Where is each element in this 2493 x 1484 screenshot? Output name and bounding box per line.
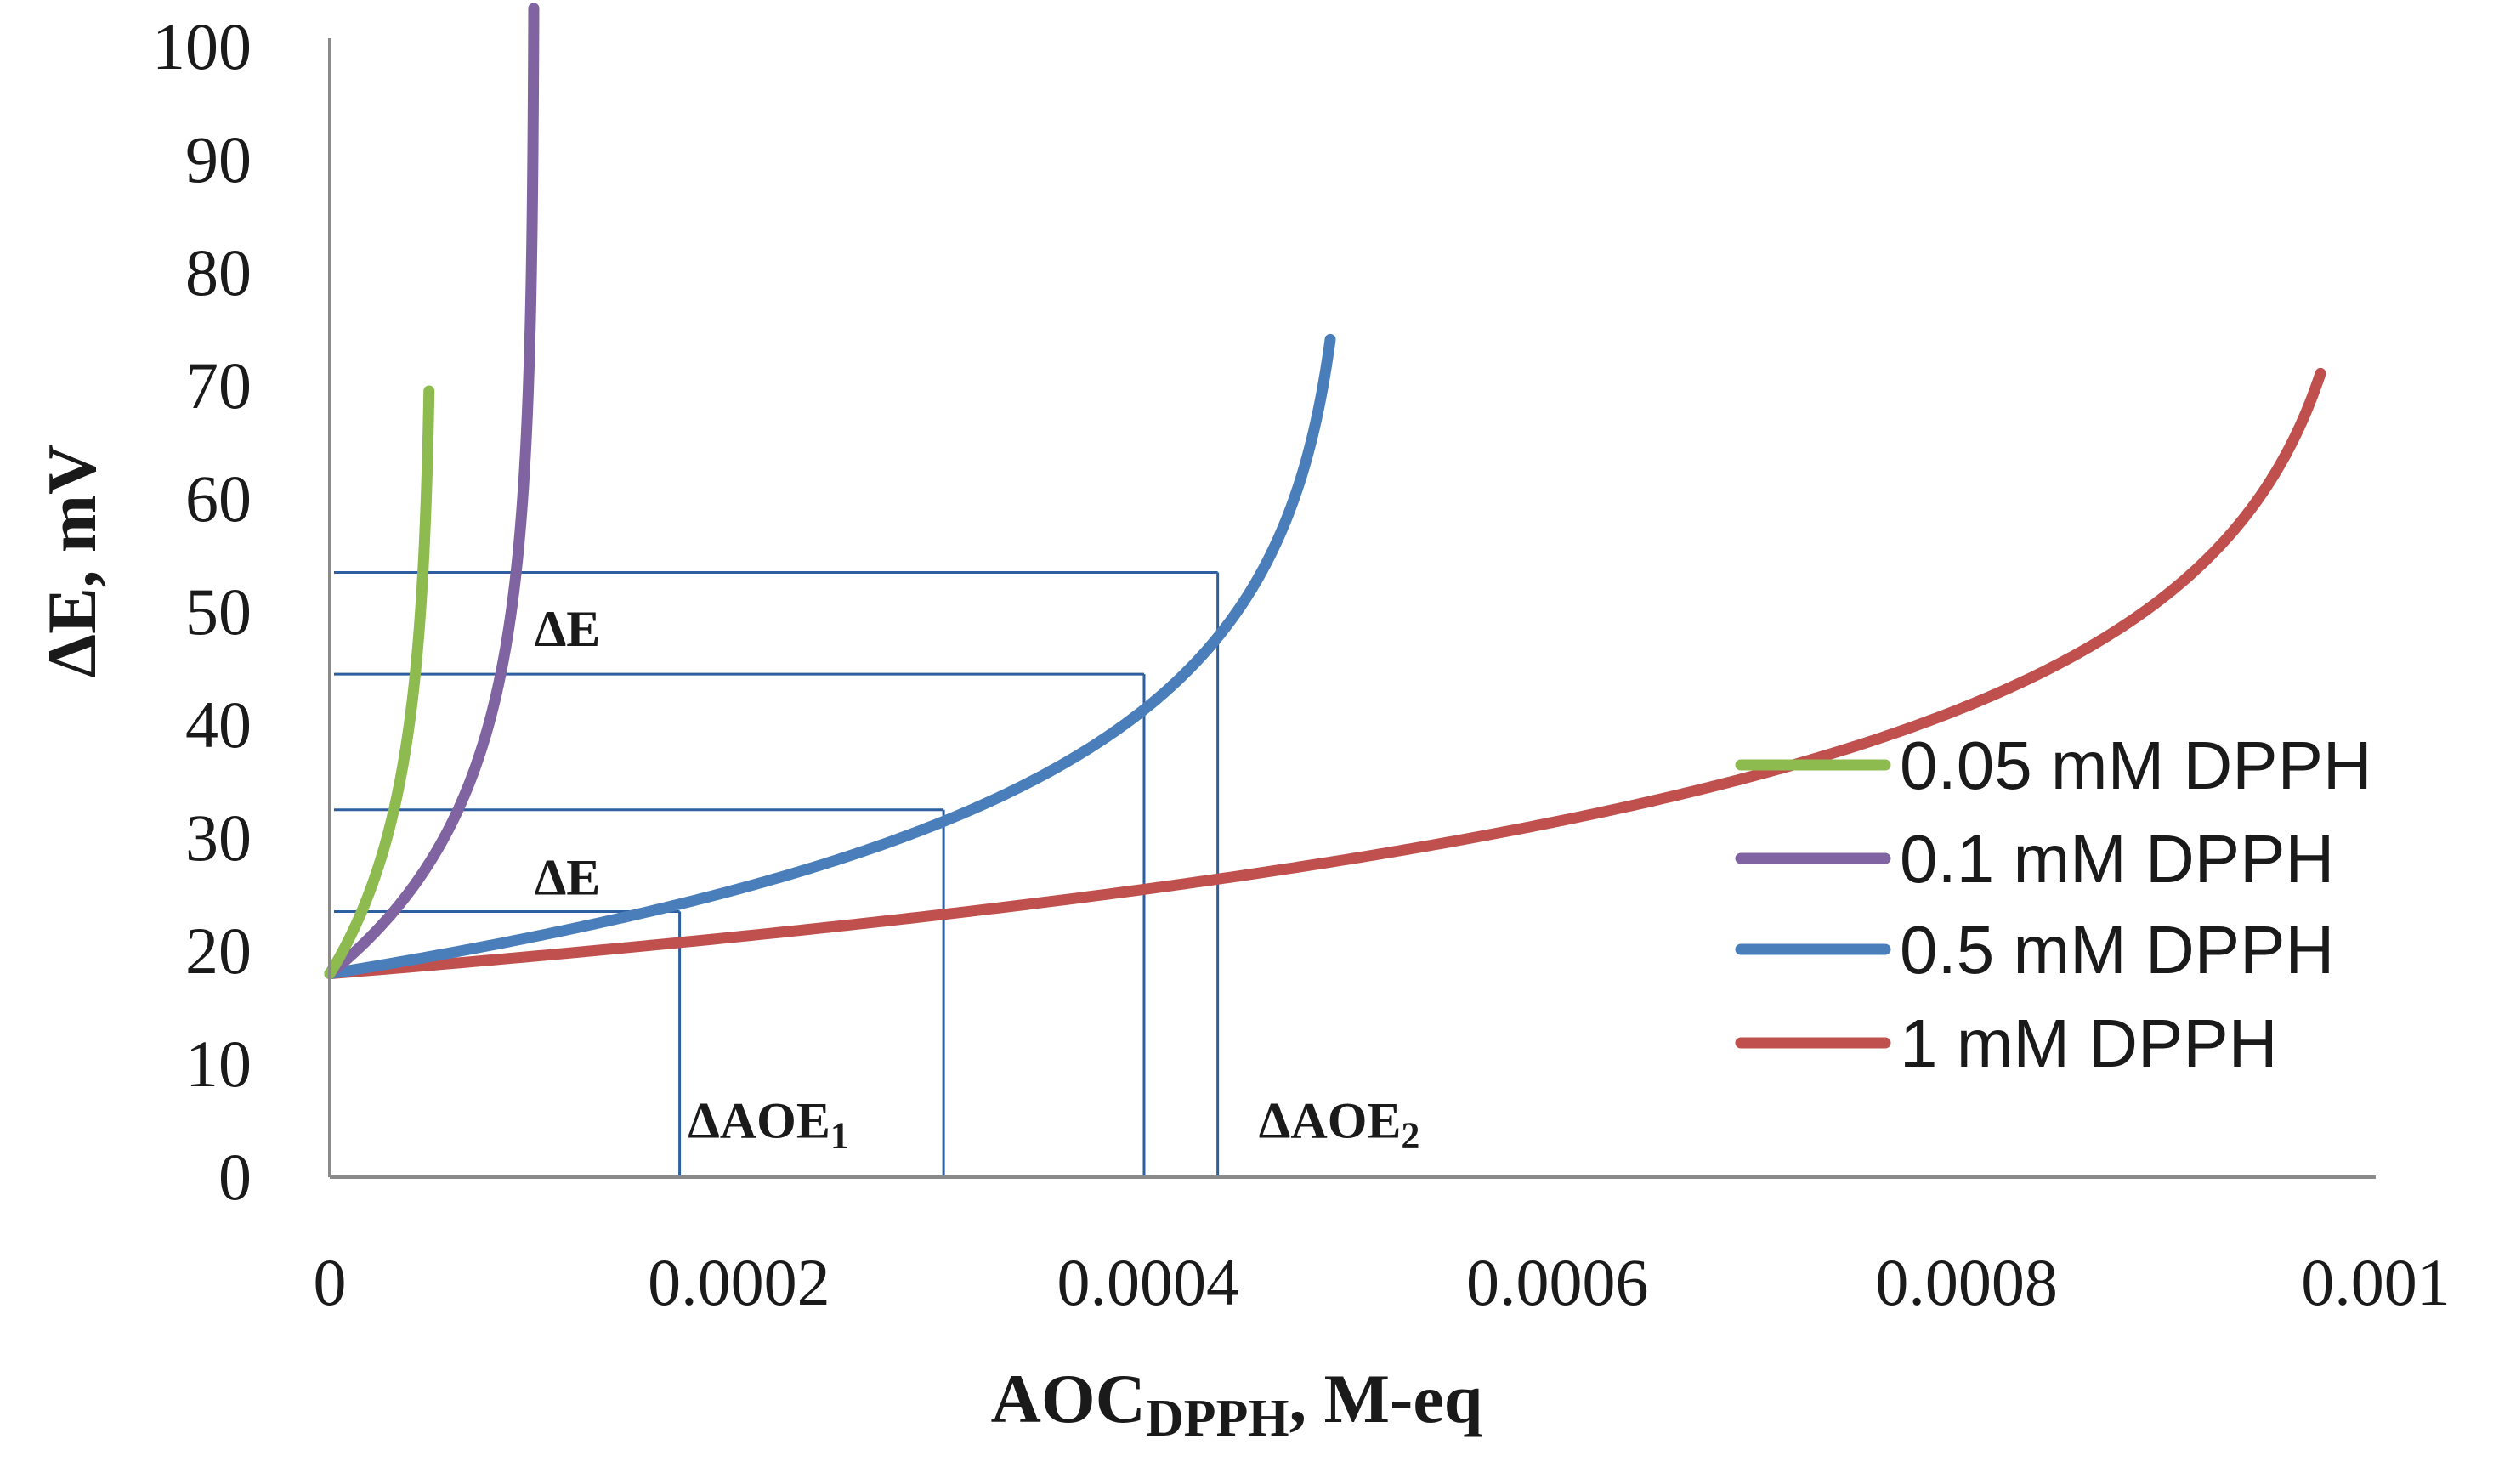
x-tick-label: 0.0002 [648, 1245, 830, 1319]
y-tick-label: 50 [185, 575, 252, 649]
y-tick-label: 20 [185, 914, 252, 988]
series-line [324, 367, 2326, 980]
y-tick-label: 40 [185, 688, 252, 762]
annotation-text: ΔAOE [688, 1093, 830, 1149]
y-tick-label: 30 [185, 801, 252, 875]
y-tick-label: 90 [185, 122, 252, 196]
legend-label: 0.1 mM DPPH [1900, 821, 2334, 897]
legend-label: 0.5 mM DPPH [1900, 912, 2334, 988]
annotation-text: ΔE [535, 850, 601, 906]
annotation-text: ΔAOE [1259, 1093, 1402, 1149]
annotation-subscript: 2 [1401, 1115, 1419, 1157]
x-axis-title-subscript: DPPH [1146, 1390, 1289, 1447]
series-line [324, 385, 435, 980]
y-tick-labels: 0 10 20 30 40 50 60 70 80 90 100 [152, 9, 252, 1214]
y-axis-title: ΔE, mV [33, 445, 110, 678]
annotation-label: ΔE [535, 850, 601, 906]
series-line [324, 333, 1336, 980]
series-line [324, 3, 540, 980]
x-tick-labels: 0 0.0002 0.0004 0.0006 0.0008 0.001 [314, 1245, 2451, 1319]
x-tick-label: 0.0004 [1057, 1245, 1240, 1319]
y-tick-label: 0 [218, 1140, 252, 1214]
x-axis-title-main: AOC [991, 1360, 1146, 1437]
legend: 0.05 mM DPPH 0.1 mM DPPH 0.5 mM DPPH 1 mM D… [1735, 728, 2372, 1081]
legend-label: 1 mM DPPH [1900, 1005, 2278, 1081]
annotation-label: ΔAOE1 [688, 1093, 849, 1157]
x-axis-title-rest: , M-eq [1289, 1360, 1483, 1437]
y-tick-label: 60 [185, 462, 252, 535]
x-tick-label: 0.0006 [1466, 1245, 1649, 1319]
x-tick-label: 0.001 [2301, 1245, 2451, 1319]
y-tick-label: 70 [185, 348, 252, 422]
annotation-text: ΔE [535, 601, 601, 657]
x-tick-label: 0 [314, 1245, 347, 1319]
y-tick-label: 10 [185, 1027, 252, 1101]
y-tick-label: 100 [152, 9, 252, 83]
y-tick-label: 80 [185, 235, 252, 309]
annotation-subscript: 1 [830, 1115, 849, 1157]
axes [328, 38, 2376, 1179]
x-tick-label: 0.0008 [1875, 1245, 2058, 1319]
annotation-label: ΔAOE2 [1259, 1093, 1420, 1157]
series-lines [324, 3, 2326, 980]
annotation-label: ΔE [535, 601, 601, 657]
legend-label: 0.05 mM DPPH [1900, 728, 2372, 803]
guide-lines [334, 570, 1220, 1177]
x-axis-title: AOCDPPH, M-eq [991, 1360, 1483, 1447]
